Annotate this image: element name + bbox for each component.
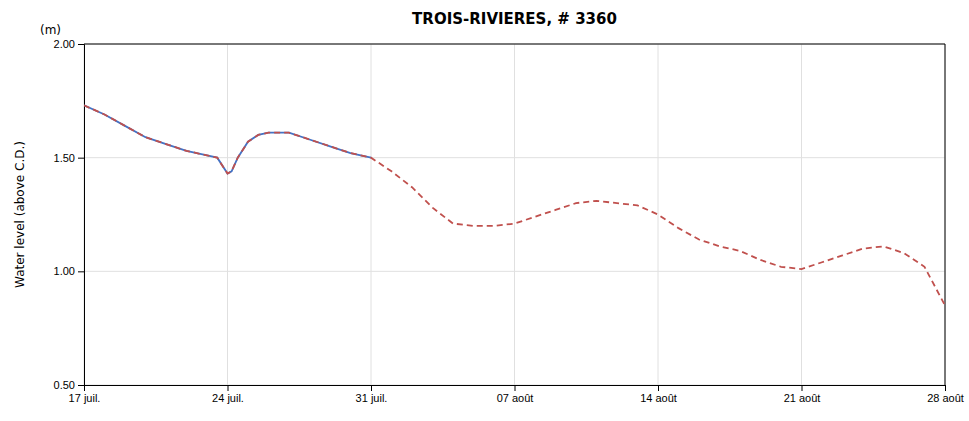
plot: 17 juil. 24 juil. 31 juil. 07 août 14 août 21… bbox=[54, 38, 964, 404]
tick-label: 17 juil. bbox=[69, 392, 101, 404]
tick: 24 juil. bbox=[212, 385, 244, 404]
grid-line bbox=[371, 44, 372, 385]
grid bbox=[84, 44, 945, 385]
frame bbox=[84, 44, 945, 45]
series-line bbox=[84, 105, 371, 173]
annotation: (m) bbox=[40, 23, 61, 37]
tick: 1.50 bbox=[54, 152, 84, 164]
tick-label: 1.00 bbox=[54, 265, 75, 277]
tick-label: 28 août bbox=[927, 392, 964, 404]
tick-mark bbox=[371, 385, 372, 391]
grid-line bbox=[658, 44, 659, 385]
tick-mark bbox=[78, 158, 84, 159]
y-axis: 0.50 1.00 1.50 2.00 bbox=[54, 38, 85, 391]
tick-label: 24 juil. bbox=[212, 392, 244, 404]
tick-mark bbox=[658, 385, 659, 391]
tick-mark bbox=[78, 385, 84, 386]
title: TROIS-RIVIERES, # 3360 bbox=[412, 10, 617, 28]
tick-mark bbox=[228, 385, 229, 391]
grid-line bbox=[514, 44, 515, 385]
tick-mark bbox=[945, 385, 946, 391]
grid-line bbox=[801, 44, 802, 385]
chart: 17 juil. 24 juil. 31 juil. 07 août 14 août 21… bbox=[0, 0, 969, 421]
tick-mark bbox=[802, 385, 803, 391]
tick: 2.00 bbox=[54, 38, 84, 50]
tick-label: 07 août bbox=[497, 392, 534, 404]
tick-label: 1.50 bbox=[54, 152, 75, 164]
series-line bbox=[84, 105, 945, 305]
axis-line bbox=[85, 386, 946, 392]
tick-mark bbox=[78, 271, 84, 272]
tick-label: 14 août bbox=[640, 392, 677, 404]
tick: 21 août bbox=[784, 385, 821, 404]
grid-line bbox=[84, 271, 945, 272]
tick: 31 juil. bbox=[356, 385, 388, 404]
tick: 14 août bbox=[640, 385, 677, 404]
tick: 28 août bbox=[927, 385, 964, 404]
x-axis: 17 juil. 24 juil. 31 juil. 07 août 14 août 21… bbox=[69, 385, 964, 404]
grid-line bbox=[227, 44, 228, 385]
tick-label: 31 juil. bbox=[356, 392, 388, 404]
tick-label: 0.50 bbox=[54, 379, 75, 391]
grid-line bbox=[84, 44, 945, 45]
frame bbox=[945, 44, 946, 385]
tick-mark bbox=[78, 44, 84, 45]
axis-line bbox=[78, 45, 85, 386]
grid-line bbox=[945, 44, 946, 385]
tick-mark bbox=[515, 385, 516, 391]
tick-label: 2.00 bbox=[54, 38, 75, 50]
lines bbox=[84, 105, 945, 305]
tick: 0.50 bbox=[54, 379, 84, 391]
y-axis-label: Water level (above C.D.) bbox=[13, 141, 27, 288]
tick: 1.00 bbox=[54, 265, 84, 277]
tick: 07 août bbox=[497, 385, 534, 404]
tick-label: 21 août bbox=[784, 392, 821, 404]
